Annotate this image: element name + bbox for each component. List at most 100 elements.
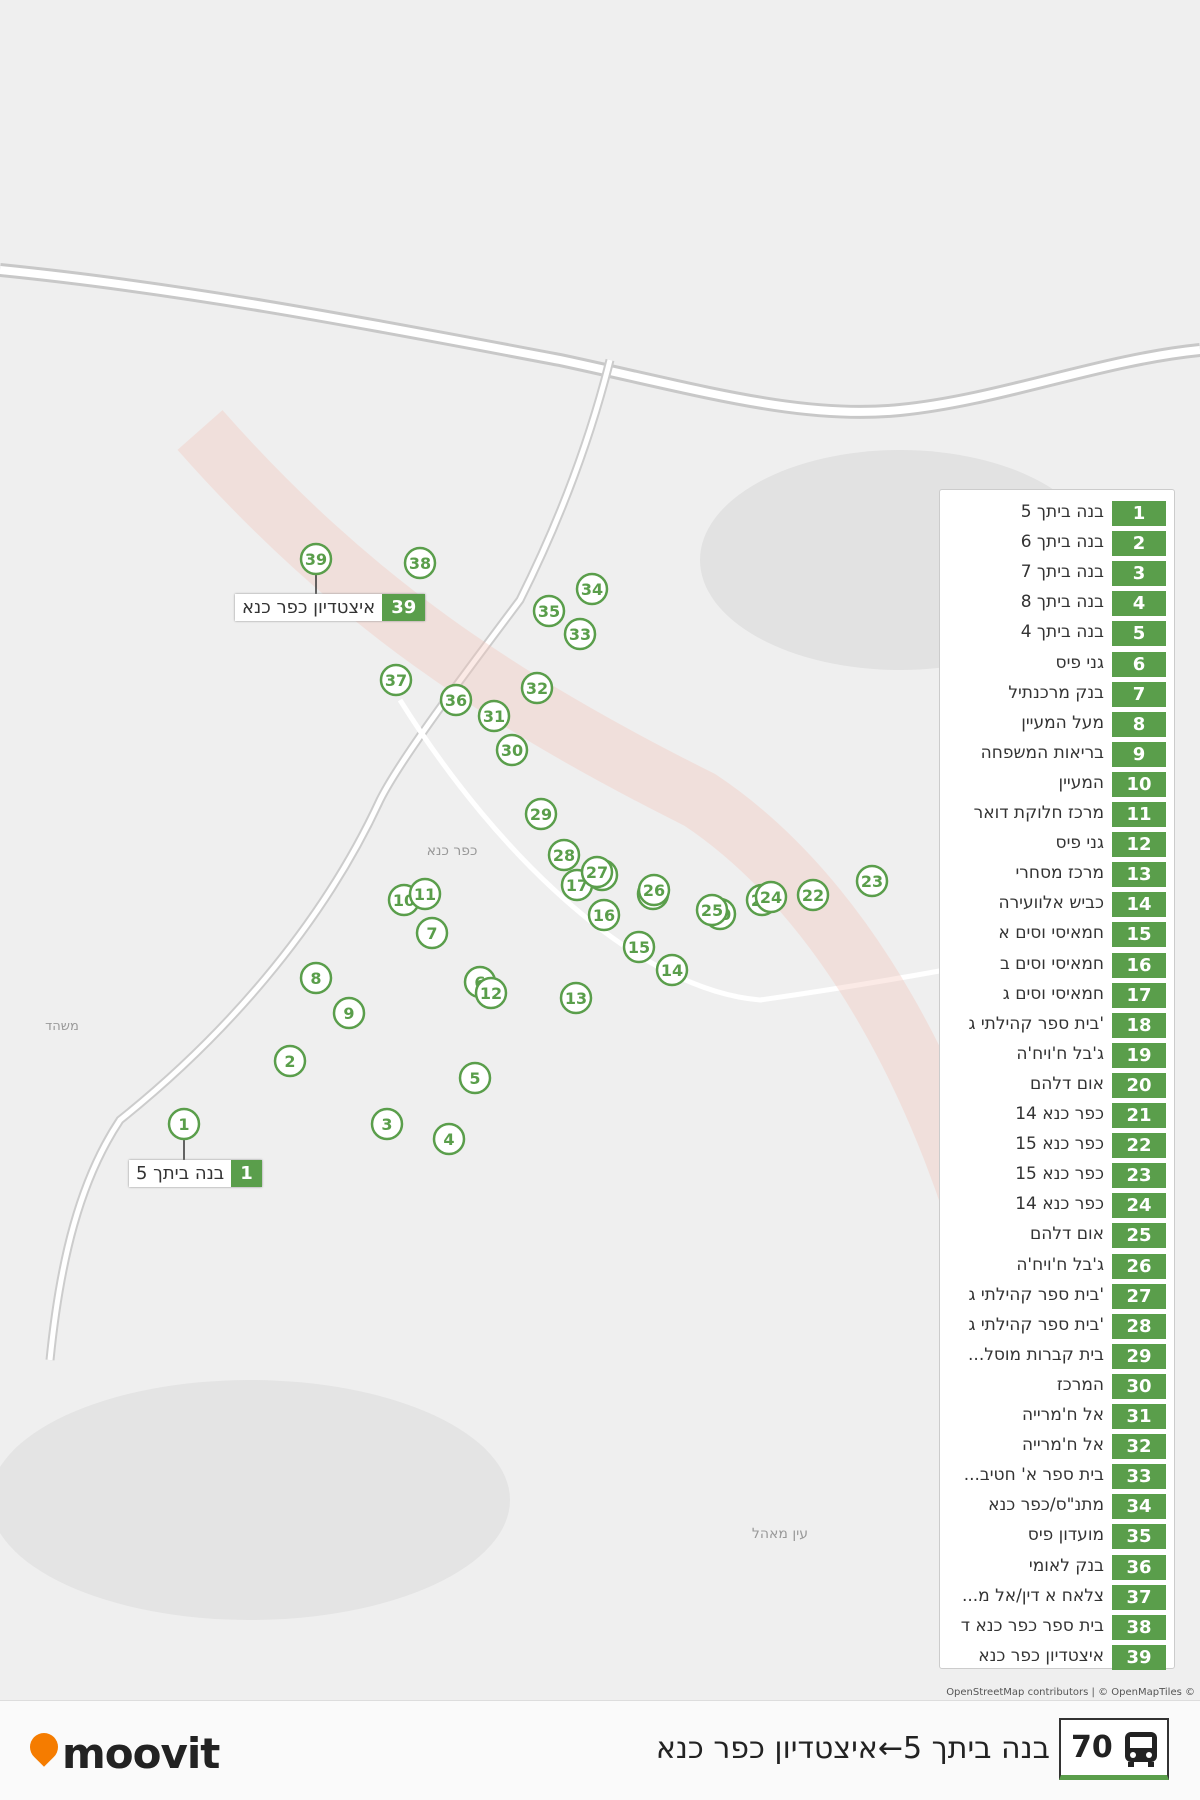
stop-marker-number: 31 — [483, 707, 505, 726]
stop-marker-number: 3 — [381, 1115, 392, 1134]
stop-number: 12 — [1112, 832, 1166, 858]
stop-row: המעיין 10 — [940, 770, 1174, 798]
stop-number: 2 — [1112, 531, 1166, 557]
stop-number: 21 — [1112, 1103, 1166, 1128]
stop-name: 'בית ספר קהילתי ג — [968, 1013, 1104, 1034]
start-name: בנה ביתך 5 — [129, 1160, 232, 1187]
stop-name: מועדון פיס — [1027, 1525, 1104, 1546]
stop-name: חמאיסי וסים ב — [999, 953, 1104, 974]
stop-row: בנה ביתך 5 1 — [940, 499, 1174, 527]
stop-row: אום דלהם 25 — [940, 1221, 1174, 1249]
stop-name: אום דלהם — [1029, 1224, 1104, 1245]
stop-name: מרכז חלוקת דואר — [973, 803, 1104, 823]
stop-name: בית קברות מוסל... — [968, 1344, 1104, 1365]
place-label: כפר כנא — [427, 843, 478, 859]
route-trace — [177, 410, 1030, 1308]
stop-name: המרכז — [1056, 1374, 1104, 1395]
stop-number: 25 — [1112, 1223, 1166, 1249]
stop-row: כפר כנא 14 21 — [940, 1101, 1174, 1129]
stop-name: כפר כנא 14 — [1015, 1194, 1104, 1215]
stop-number: 28 — [1112, 1313, 1166, 1339]
stop-name: בנה ביתך 5 — [1020, 502, 1104, 522]
stop-number: 3 — [1112, 561, 1166, 587]
stop-row: מועדון פיס 35 — [940, 1522, 1174, 1550]
stop-list: בנה ביתך 5 1 בנה ביתך 6 2 בנה ביתך 7 3 בנה בית… — [939, 489, 1175, 1671]
stop-marker-number: 37 — [385, 671, 407, 690]
stop-marker-number: 29 — [530, 805, 552, 824]
stop-marker-number: 8 — [310, 969, 321, 988]
stop-marker — [167, 1107, 201, 1141]
stop-row: כפר כנא 14 24 — [940, 1191, 1174, 1219]
stop-marker — [637, 873, 671, 907]
stop-marker — [415, 916, 449, 950]
stop-marker-number: 32 — [526, 679, 548, 698]
stop-marker-number: 17 — [566, 876, 588, 895]
logo: moovit — [62, 1729, 220, 1778]
stop-marker-number: 13 — [565, 989, 587, 1008]
stop-number: 11 — [1112, 802, 1166, 827]
stop-row: מרכז מסחרי 13 — [940, 860, 1174, 888]
stop-marker-number: 38 — [409, 554, 431, 573]
stop-marker-number: 11 — [414, 885, 436, 904]
stop-marker — [458, 1061, 492, 1095]
stop-number: 36 — [1112, 1554, 1166, 1580]
stop-row: ג'בל ח'ויח'ה 26 — [940, 1252, 1174, 1280]
stop-marker — [439, 683, 473, 717]
stop-name: המעיין — [1058, 772, 1104, 793]
stop-row: אום דלהם 20 — [940, 1071, 1174, 1099]
stop-marker — [622, 930, 656, 964]
stop-marker-number: 4 — [443, 1130, 454, 1149]
stop-marker-number: 15 — [628, 938, 650, 957]
stop-marker-number: 12 — [480, 984, 502, 1003]
stop-row: 'בית ספר קהילתי ג 18 — [940, 1011, 1174, 1039]
stop-name: בנק לאומי — [1028, 1555, 1104, 1576]
stop-row: בנה ביתך 7 3 — [940, 559, 1174, 587]
stop-name: בית ספר כפר כנא ד — [960, 1615, 1104, 1636]
stop-number: 13 — [1112, 862, 1166, 888]
end-number: 39 — [382, 594, 426, 621]
stop-row: בנק לאומי 36 — [940, 1553, 1174, 1581]
place-label: משהד — [45, 1019, 79, 1034]
stop-row: איצטדיון כפר כנא 39 — [940, 1643, 1174, 1671]
stop-row: ג'בל ח'ויח'ה 19 — [940, 1041, 1174, 1069]
stop-row: מתנ"ס/כפר כנא 34 — [940, 1492, 1174, 1520]
stop-number: 8 — [1112, 711, 1166, 737]
stop-number: 35 — [1112, 1524, 1166, 1550]
stop-number: 16 — [1112, 952, 1166, 978]
stop-marker — [855, 864, 889, 898]
stop-row: צלאח א דין/אל מ... 37 — [940, 1583, 1174, 1611]
route-number: 70 — [1071, 1730, 1113, 1765]
stop-row: בית ספר כפר כנא ד 38 — [940, 1613, 1174, 1641]
stop-marker-number: 24 — [760, 888, 782, 907]
stop-row: בנה ביתך 8 4 — [940, 589, 1174, 617]
stop-name: בנה ביתך 6 — [1020, 532, 1104, 553]
stop-number: 26 — [1112, 1253, 1166, 1279]
stop-name: כפר כנא 14 — [1015, 1104, 1104, 1124]
stop-marker-number: 30 — [501, 741, 523, 760]
stop-name: מעל המעיין — [1021, 712, 1104, 733]
stop-row: חמאיסי וסים ב 16 — [940, 951, 1174, 979]
stop-row: גני פיס 12 — [940, 830, 1174, 858]
stop-marker — [655, 953, 689, 987]
stop-marker — [477, 699, 511, 733]
stop-number: 31 — [1112, 1404, 1166, 1429]
stop-number: 18 — [1112, 1012, 1166, 1038]
stop-number: 7 — [1112, 681, 1166, 707]
stop-row: בנק מרכנתיל 7 — [940, 680, 1174, 708]
stop-name: כפר כנא 15 — [1015, 1164, 1104, 1185]
stop-name: צלאח א דין/אל מ... — [961, 1585, 1104, 1606]
stop-row: כביש אלוועירה 14 — [940, 890, 1174, 918]
attribution: OpenStreetMap contributors | © OpenMapTi… — [946, 1687, 1195, 1698]
logo-pin — [24, 1727, 64, 1767]
bus-icon — [1125, 1732, 1157, 1767]
end-name: איצטדיון כפר כנא — [235, 594, 383, 621]
stop-number: 20 — [1112, 1072, 1166, 1098]
stop-marker — [695, 893, 729, 927]
markers: 1234567891011121314151617181920212223242… — [167, 542, 889, 1156]
stop-marker — [495, 733, 529, 767]
stop-name: ג'בל ח'ויח'ה — [1016, 1254, 1104, 1275]
route-title: בנה ביתך 5←איצטדיון כפר כנא — [655, 1731, 1050, 1766]
stop-marker-number: 16 — [593, 906, 615, 925]
stop-marker-number: 23 — [861, 872, 883, 891]
